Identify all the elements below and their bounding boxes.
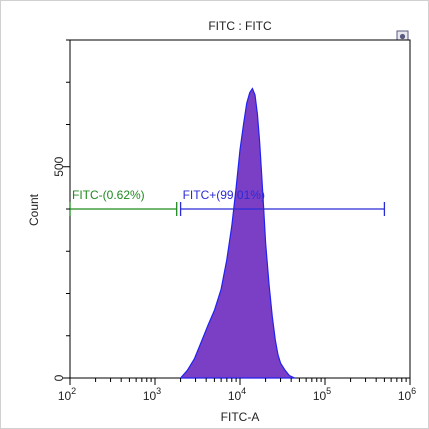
gate-name: FITC+ <box>183 188 217 202</box>
chart-title: FITC : FITC <box>208 19 272 33</box>
gate-fitc-positive[interactable]: FITC+(99.01%) <box>179 188 386 216</box>
x-tick-label: 102 <box>58 386 76 403</box>
x-tick-exponent: 5 <box>326 386 331 396</box>
x-axis-label: FITC-A <box>221 410 260 424</box>
x-tick-label: 106 <box>398 386 416 403</box>
x-tick-base: 10 <box>398 389 412 403</box>
y-tick-label: 500 <box>52 156 66 176</box>
x-tick-exponent: 6 <box>411 386 416 396</box>
x-tick-base: 10 <box>143 389 157 403</box>
gate-fitc-negative[interactable]: FITC-(0.62%) <box>69 188 178 216</box>
gate-name: FITC- <box>72 188 103 202</box>
gate-label: FITC-(0.62%) <box>72 188 145 202</box>
x-tick-base: 10 <box>58 389 72 403</box>
x-tick-base: 10 <box>313 389 327 403</box>
y-tick-label: 0 <box>52 374 66 381</box>
x-tick-label: 103 <box>143 386 161 403</box>
gate-label: FITC+(99.01%) <box>183 188 265 202</box>
x-tick-label: 104 <box>228 386 246 403</box>
x-tick-exponent: 2 <box>71 386 76 396</box>
x-tick-exponent: 3 <box>156 386 161 396</box>
x-tick-base: 10 <box>228 389 242 403</box>
y-axis-label: Count <box>27 193 41 226</box>
x-tick-exponent: 4 <box>241 386 246 396</box>
x-tick-label: 105 <box>313 386 331 403</box>
gate-percent: (99.01%) <box>216 188 265 202</box>
histogram-area <box>179 87 295 379</box>
gate-percent: (0.62%) <box>103 188 145 202</box>
